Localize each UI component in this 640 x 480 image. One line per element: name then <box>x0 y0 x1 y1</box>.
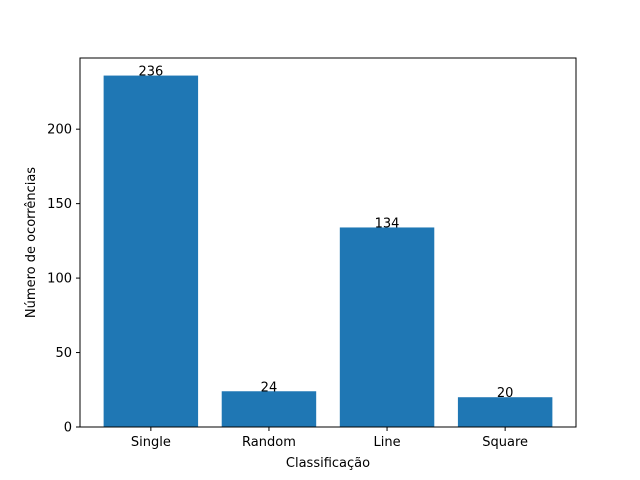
y-axis-label: Número de ocorrências <box>24 167 39 318</box>
x-tick-label-single: Single <box>131 435 171 450</box>
data-labels-group: 236 24 134 20 <box>138 65 513 402</box>
y-tick-label-0: 0 <box>64 421 72 436</box>
x-tick-label-line: Line <box>374 435 401 450</box>
bar-single <box>103 75 199 428</box>
x-axis-label: Classificação <box>286 456 370 471</box>
bars-group <box>103 75 553 428</box>
data-label-square: 20 <box>497 386 514 401</box>
x-tick-label-random: Random <box>242 435 296 450</box>
y-axis-ticks: 0 50 100 150 200 <box>47 123 80 436</box>
y-tick-label-50: 50 <box>55 346 72 361</box>
y-tick-label-100: 100 <box>47 272 72 287</box>
y-tick-label-200: 200 <box>47 123 72 138</box>
x-tick-label-square: Square <box>482 435 528 450</box>
data-label-random: 24 <box>261 380 278 395</box>
x-axis-ticks: Single Random Line Square <box>131 427 528 450</box>
data-label-line: 134 <box>375 216 400 231</box>
y-tick-label-150: 150 <box>47 197 72 212</box>
bar-random <box>221 391 317 427</box>
bar-line <box>339 227 435 427</box>
data-label-single: 236 <box>138 65 163 80</box>
plot-frame <box>79 57 577 428</box>
bar-square <box>457 397 553 427</box>
